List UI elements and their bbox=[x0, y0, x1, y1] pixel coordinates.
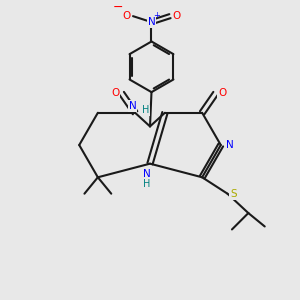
Text: O: O bbox=[111, 88, 119, 98]
Text: N: N bbox=[226, 140, 234, 150]
Text: S: S bbox=[230, 189, 237, 199]
Text: −: − bbox=[112, 1, 123, 14]
Text: N: N bbox=[143, 169, 151, 179]
Text: N: N bbox=[129, 101, 136, 111]
Text: O: O bbox=[122, 11, 130, 21]
Text: H: H bbox=[142, 105, 149, 116]
Text: H: H bbox=[143, 179, 151, 189]
Text: O: O bbox=[218, 88, 226, 98]
Text: O: O bbox=[172, 11, 181, 21]
Text: +: + bbox=[153, 11, 160, 20]
Text: N: N bbox=[148, 17, 155, 27]
